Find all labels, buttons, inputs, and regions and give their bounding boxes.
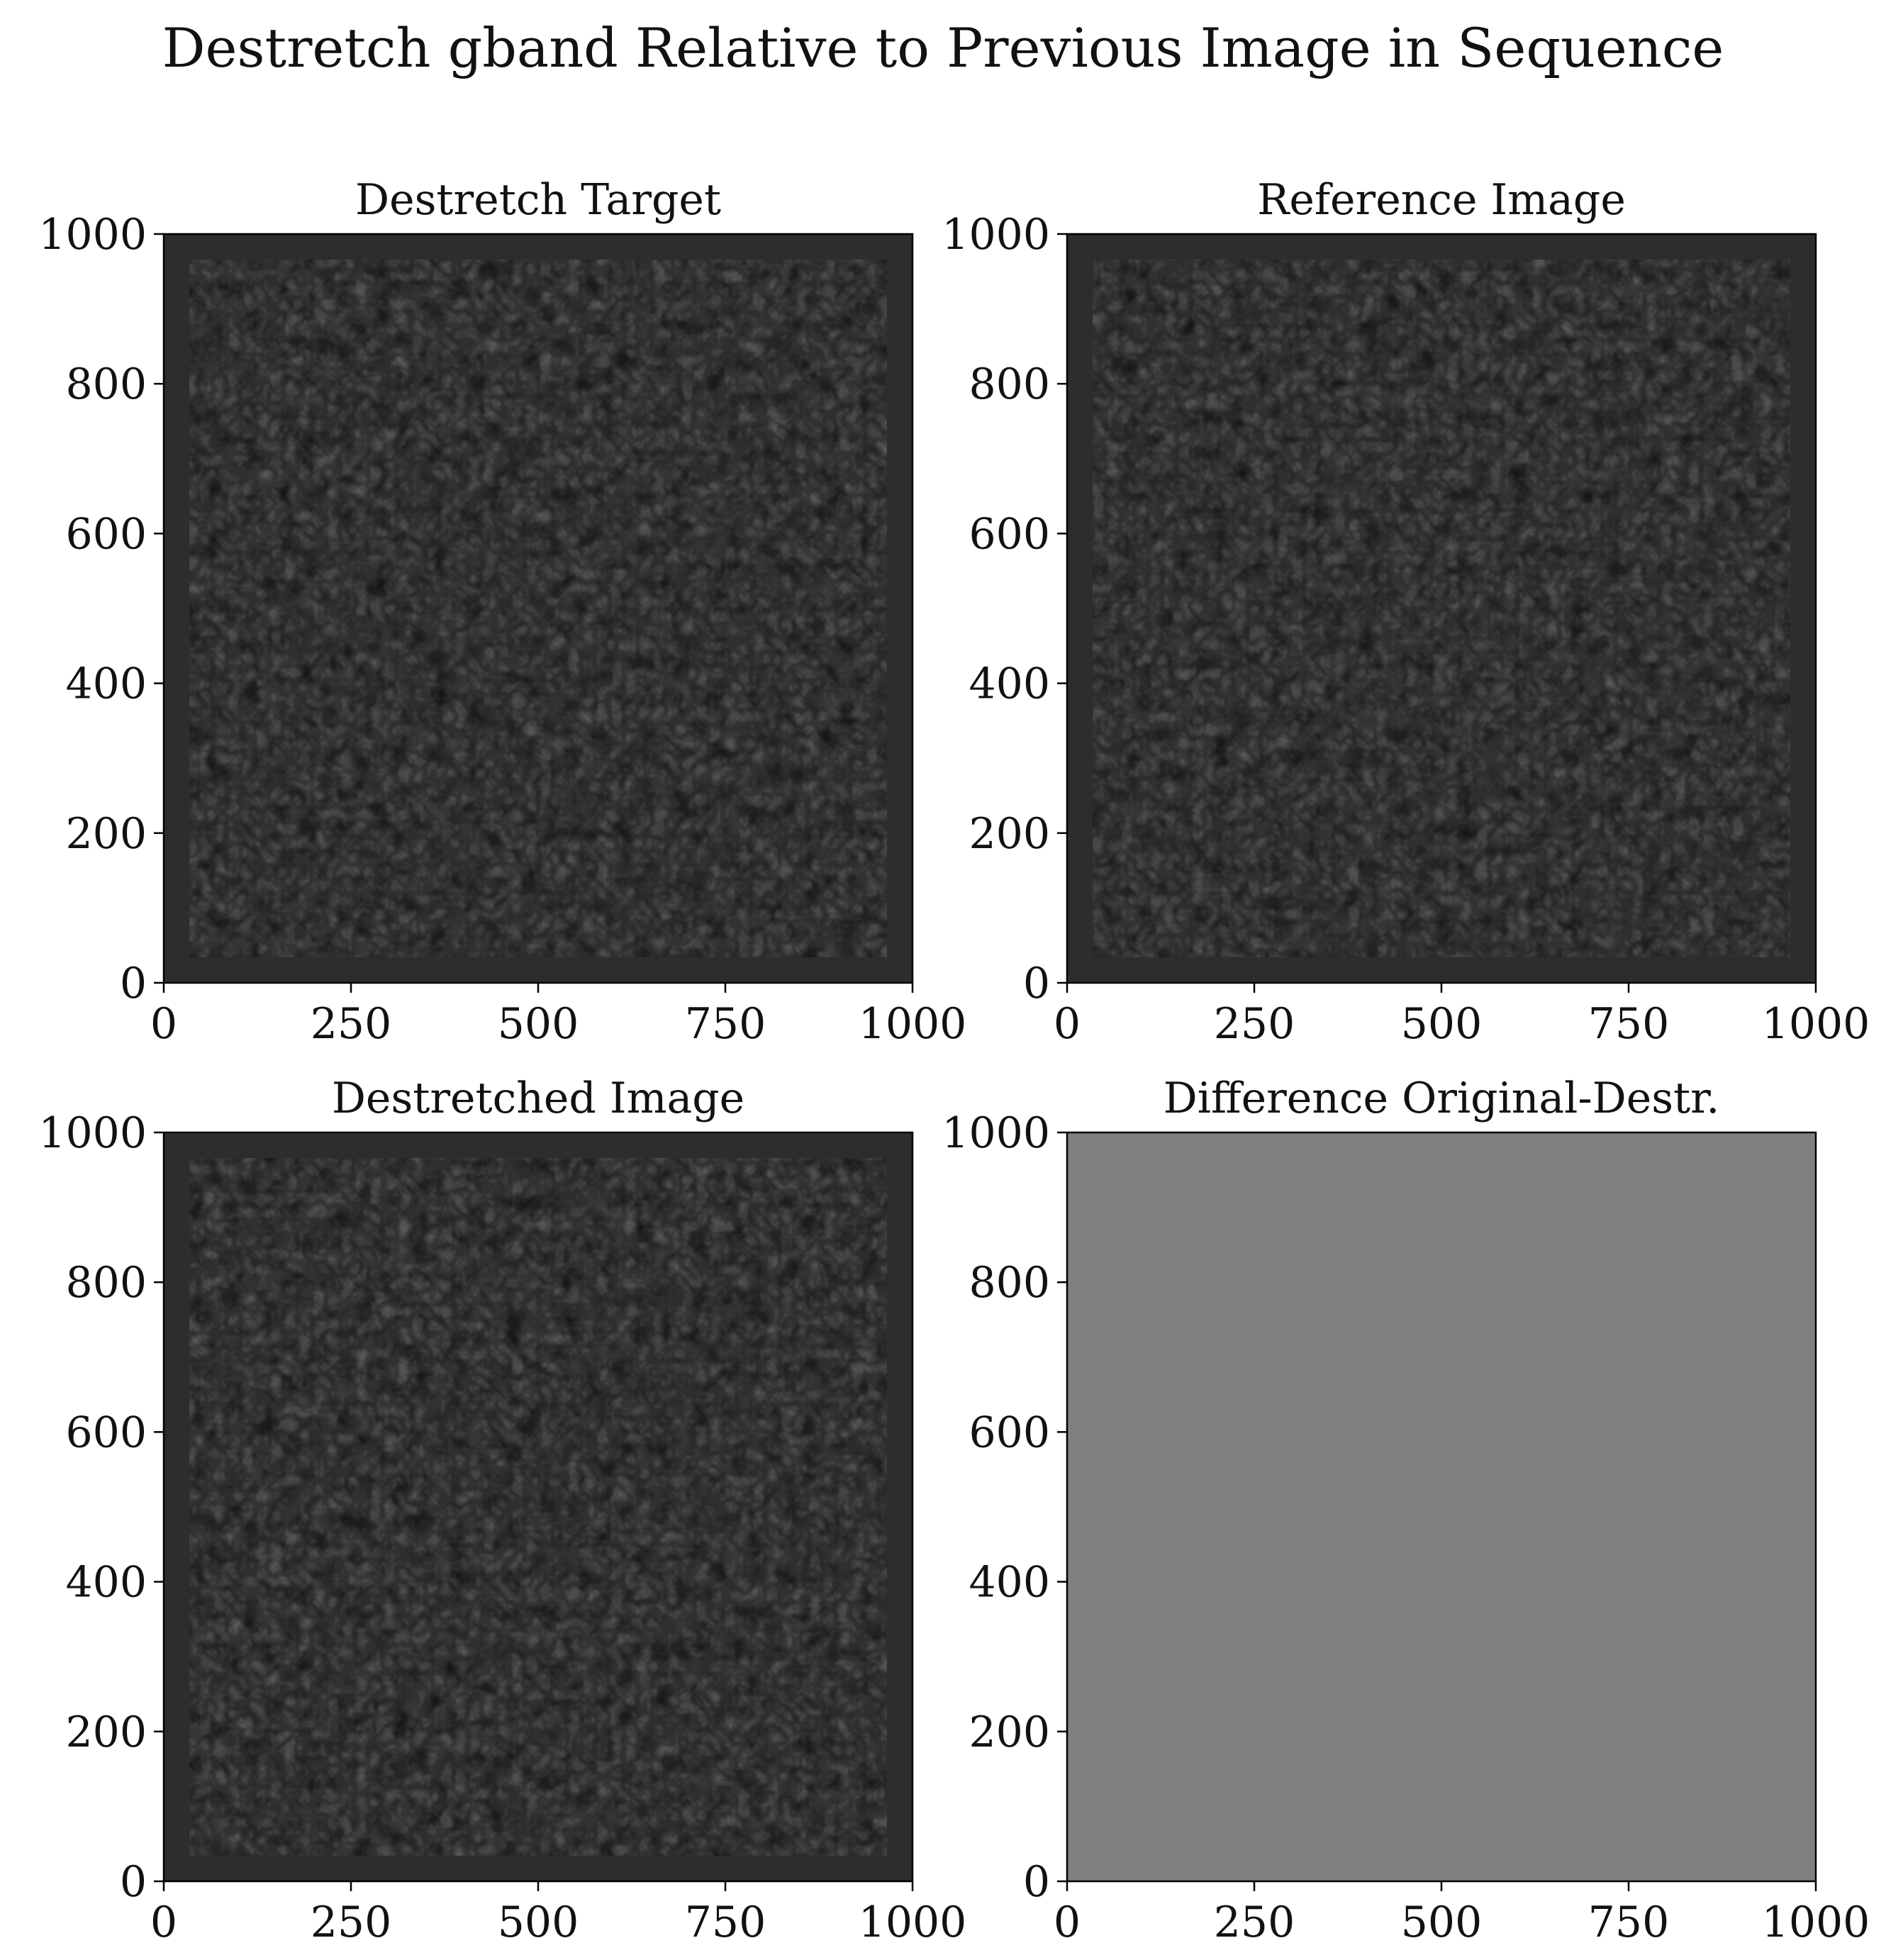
- x-tick-label: 250: [1214, 999, 1295, 1049]
- y-tick-label: 800: [969, 1258, 1050, 1308]
- x-tick-label: 750: [1588, 999, 1670, 1049]
- x-tick-label: 750: [1588, 1898, 1670, 1947]
- panel-title: Destretched Image: [332, 1074, 744, 1123]
- y-tick-label: 0: [120, 1857, 147, 1907]
- y-tick-label: 200: [969, 1708, 1050, 1757]
- y-tick-label: 200: [65, 809, 147, 859]
- intergranular-lanes: [189, 1158, 887, 1856]
- panel-reference-image: Reference Image 0 250 500 750 1000 0 200 400 600 8…: [942, 175, 1870, 1049]
- panel-title: Destretch Target: [355, 175, 721, 225]
- x-tick-label: 0: [150, 999, 177, 1049]
- panel-title: Reference Image: [1257, 175, 1626, 225]
- y-tick-label: 600: [65, 509, 147, 559]
- panel-destretched-image: Destretched Image 0 250 500 750 1000 0 200 400 60…: [38, 1074, 966, 1947]
- y-tick-label: 800: [65, 360, 147, 409]
- y-tick-label: 1000: [38, 210, 147, 260]
- x-tick-label: 0: [150, 1898, 177, 1947]
- y-tick-label: 600: [969, 1408, 1050, 1457]
- intergranular-lanes: [189, 260, 887, 957]
- x-tick-label: 250: [311, 999, 392, 1049]
- x-tick-label: 250: [311, 1898, 392, 1947]
- panel-difference-original-destr: Difference Original-Destr. 0 250 500 750 1000…: [942, 1074, 1870, 1947]
- y-tick-label: 0: [1023, 959, 1050, 1008]
- y-tick-label: 800: [65, 1258, 147, 1308]
- y-tick-label: 400: [65, 659, 147, 709]
- y-tick-label: 400: [969, 1558, 1050, 1608]
- x-tick-label: 1000: [859, 999, 967, 1049]
- y-tick-label: 200: [969, 809, 1050, 859]
- x-tick-label: 500: [498, 1898, 579, 1947]
- x-tick-label: 0: [1054, 1898, 1081, 1947]
- x-tick-label: 500: [1401, 999, 1483, 1049]
- x-tick-label: 500: [498, 999, 579, 1049]
- panel-destretch-target: Destretch Target 0 250 500 750 1000 0 200 400 600…: [38, 175, 966, 1049]
- x-tick-label: 1000: [859, 1898, 967, 1947]
- x-tick-label: 750: [685, 999, 766, 1049]
- y-tick-label: 1000: [942, 210, 1050, 260]
- y-tick-label: 400: [969, 659, 1050, 709]
- y-tick-label: 0: [1023, 1857, 1050, 1907]
- figure-title: Destretch gband Relative to Previous Ima…: [162, 16, 1724, 79]
- difference-residuals: [1093, 1158, 1790, 1856]
- x-tick-label: 750: [685, 1898, 766, 1947]
- x-tick-label: 1000: [1762, 1898, 1870, 1947]
- y-tick-label: 600: [969, 509, 1050, 559]
- x-tick-label: 500: [1401, 1898, 1483, 1947]
- panel-title: Difference Original-Destr.: [1164, 1074, 1720, 1123]
- x-tick-label: 0: [1054, 999, 1081, 1049]
- y-tick-label: 200: [65, 1708, 147, 1757]
- y-tick-label: 0: [120, 959, 147, 1008]
- x-tick-label: 250: [1214, 1898, 1295, 1947]
- x-tick-label: 1000: [1762, 999, 1870, 1049]
- y-tick-label: 600: [65, 1408, 147, 1457]
- y-tick-label: 1000: [38, 1108, 147, 1158]
- y-tick-label: 400: [65, 1558, 147, 1608]
- y-tick-label: 800: [969, 360, 1050, 409]
- y-tick-label: 1000: [942, 1108, 1050, 1158]
- intergranular-lanes: [1093, 260, 1790, 957]
